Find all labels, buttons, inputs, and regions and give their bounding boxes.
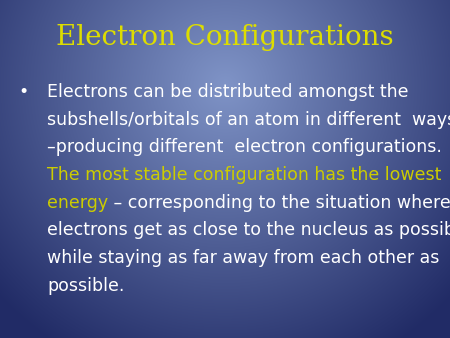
Text: •: • bbox=[18, 83, 28, 101]
Text: subshells/orbitals of an atom in different  ways: subshells/orbitals of an atom in differe… bbox=[47, 111, 450, 128]
Text: – corresponding to the situation where: – corresponding to the situation where bbox=[108, 194, 450, 212]
Text: electrons get as close to the nucleus as possible: electrons get as close to the nucleus as… bbox=[47, 221, 450, 239]
Text: Electron Configurations: Electron Configurations bbox=[56, 24, 394, 51]
Text: The most stable configuration has the lowest: The most stable configuration has the lo… bbox=[47, 166, 441, 184]
Text: Electrons can be distributed amongst the: Electrons can be distributed amongst the bbox=[47, 83, 409, 101]
Text: –producing different  electron configurations.: –producing different electron configurat… bbox=[47, 138, 442, 156]
Text: energy: energy bbox=[47, 194, 108, 212]
Text: while staying as far away from each other as: while staying as far away from each othe… bbox=[47, 249, 440, 267]
Text: possible.: possible. bbox=[47, 277, 125, 295]
